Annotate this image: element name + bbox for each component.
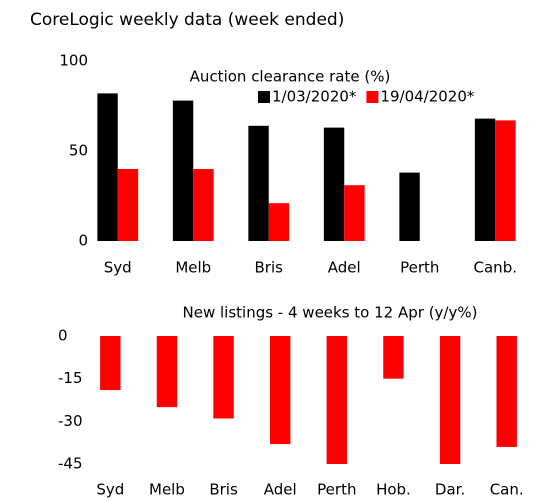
bar <box>156 336 178 408</box>
bar <box>323 127 345 241</box>
bar <box>193 169 214 241</box>
bar <box>268 203 290 241</box>
bar <box>117 169 139 241</box>
x-tick-label: Syd <box>96 481 124 499</box>
legend-label: 19/04/2020* <box>380 88 474 106</box>
legend-swatch <box>366 91 379 103</box>
chart-title: Auction clearance rate (%) <box>190 68 391 86</box>
x-tick-label: Adel <box>328 259 361 277</box>
y-tick-label: 100 <box>59 52 88 70</box>
y-tick-label: -30 <box>58 412 83 430</box>
bar <box>100 336 121 391</box>
bar <box>495 120 516 241</box>
x-tick-label: Can. <box>490 481 524 499</box>
chart-title: New listings - 4 weeks to 12 Apr (y/y%) <box>183 304 478 322</box>
y-tick-label: -15 <box>58 369 83 387</box>
legend-label: 1/03/2020* <box>272 88 357 106</box>
legend-swatch <box>258 91 270 103</box>
x-tick-label: Perth <box>317 481 356 499</box>
x-tick-label: Bris <box>255 259 284 277</box>
bar <box>172 100 194 241</box>
bar <box>344 185 365 241</box>
bar <box>213 336 234 419</box>
bar <box>496 336 517 447</box>
bar <box>474 118 496 241</box>
bar <box>248 125 269 241</box>
x-tick-label: Dar. <box>435 481 465 499</box>
x-tick-label: Perth <box>400 259 439 277</box>
x-tick-label: Bris <box>209 481 238 499</box>
bar <box>399 172 420 241</box>
bar <box>326 336 348 464</box>
bar <box>97 93 118 242</box>
page-title: CoreLogic weekly data (week ended) <box>30 10 344 30</box>
y-tick-label: -45 <box>58 455 83 473</box>
bar <box>269 336 291 445</box>
bar <box>383 336 404 379</box>
x-tick-label: Melb <box>149 481 185 499</box>
x-tick-label: Canb. <box>474 259 517 277</box>
bar <box>439 336 461 464</box>
y-tick-label: 50 <box>69 142 88 160</box>
x-tick-label: Syd <box>104 259 132 277</box>
x-tick-label: Melb <box>175 259 211 277</box>
x-tick-label: Hob. <box>376 481 411 499</box>
y-tick-label: 0 <box>78 232 88 250</box>
x-tick-label: Adel <box>264 481 297 499</box>
y-tick-label: 0 <box>58 327 68 345</box>
